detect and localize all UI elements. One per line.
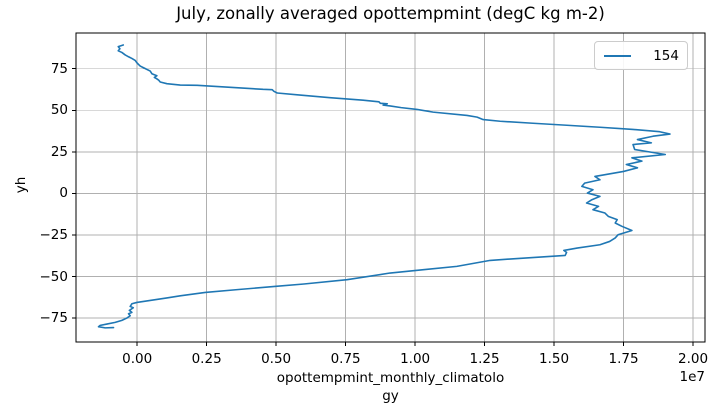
y-tick-label: 75	[50, 60, 68, 77]
x-tick-label: 0.00	[122, 351, 153, 367]
x-tick-label: 1.00	[400, 351, 431, 367]
y-tick-label: −50	[39, 268, 69, 285]
x-tick-label: 1.50	[539, 351, 570, 367]
series-line-154	[97, 44, 671, 329]
y-tick-label: 25	[50, 143, 68, 160]
chart-title: July, zonally averaged opottempmint (deg…	[176, 4, 605, 23]
x-tick-label: 0.50	[261, 351, 292, 367]
y-tick-label: −25	[39, 226, 69, 243]
x-tick-label: 0.25	[191, 351, 222, 367]
x-tick-label: 1.75	[608, 351, 639, 367]
legend-label: 154	[653, 47, 679, 64]
x-axis-label-line-1: opottempmint_monthly_climatolo	[276, 370, 505, 386]
x-tick-label: 0.75	[330, 351, 361, 367]
x-axis-label: opottempmint_monthly_climatolo gy	[76, 369, 705, 405]
axes-spines	[75, 32, 706, 343]
x-tick-label: 2.00	[678, 351, 709, 367]
x-axis-label-line-2: gy	[382, 388, 399, 404]
y-tick-label: 50	[50, 102, 68, 119]
x-axis-offset-text: 1e7	[679, 369, 705, 385]
legend: 154	[594, 41, 688, 70]
legend-line-sample	[604, 54, 631, 57]
y-tick-label: −75	[39, 310, 69, 327]
y-tick-label: 0	[59, 185, 68, 202]
y-axis-label: yh	[13, 176, 29, 194]
x-tick-label: 1.25	[469, 351, 500, 367]
